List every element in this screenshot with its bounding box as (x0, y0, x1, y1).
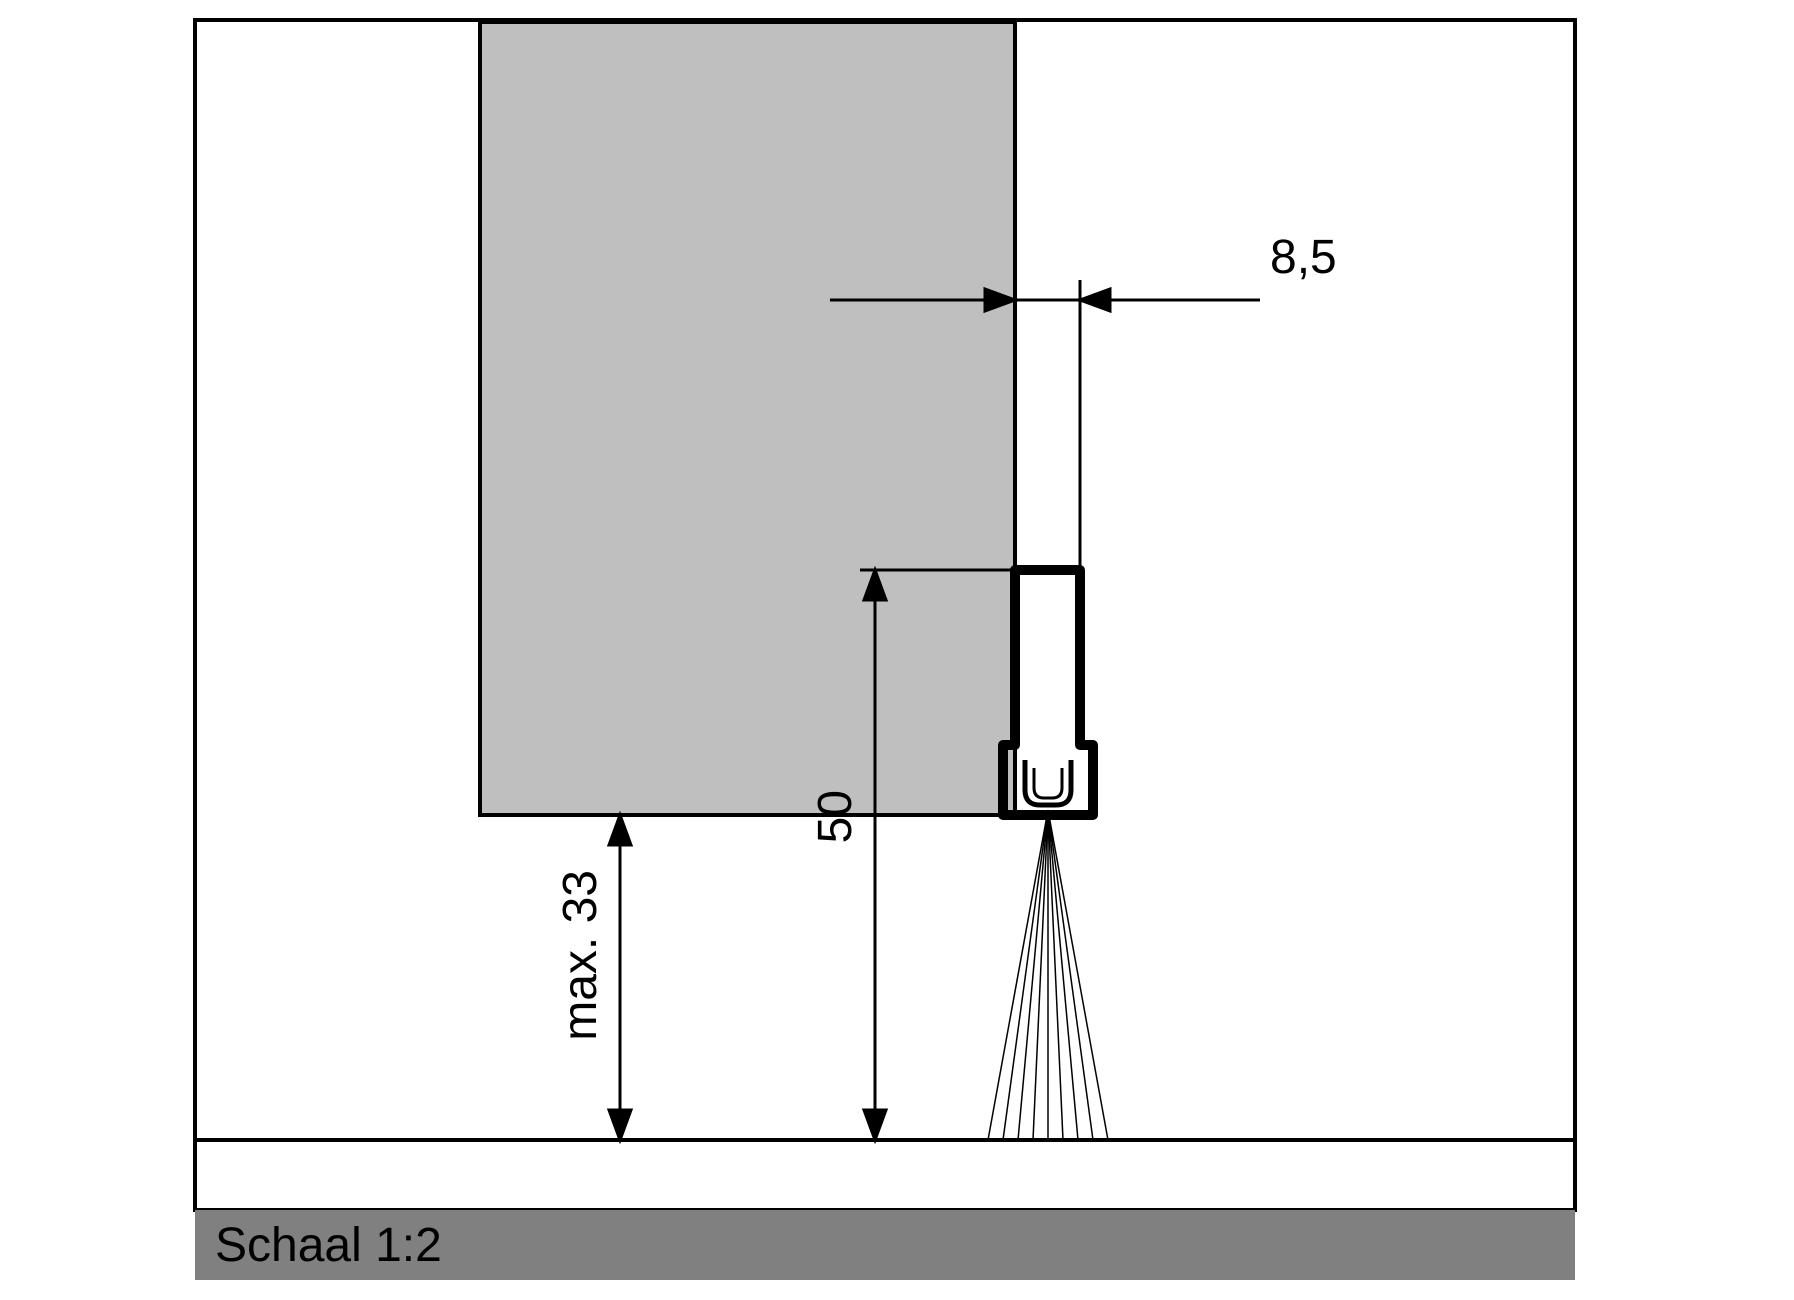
technical-drawing: 8,5 50 max. 33 Schaal 1:2 (0, 0, 1794, 1300)
dim-label-50: 50 (808, 790, 863, 843)
dim-label-8-5: 8,5 (1270, 230, 1337, 285)
dim-label-max-33: max. 33 (553, 870, 608, 1041)
scale-label-text: Schaal 1:2 (215, 1218, 442, 1273)
scale-bar: Schaal 1:2 (195, 1210, 1575, 1280)
door-slab (480, 22, 1015, 815)
drawing-svg (0, 0, 1794, 1300)
